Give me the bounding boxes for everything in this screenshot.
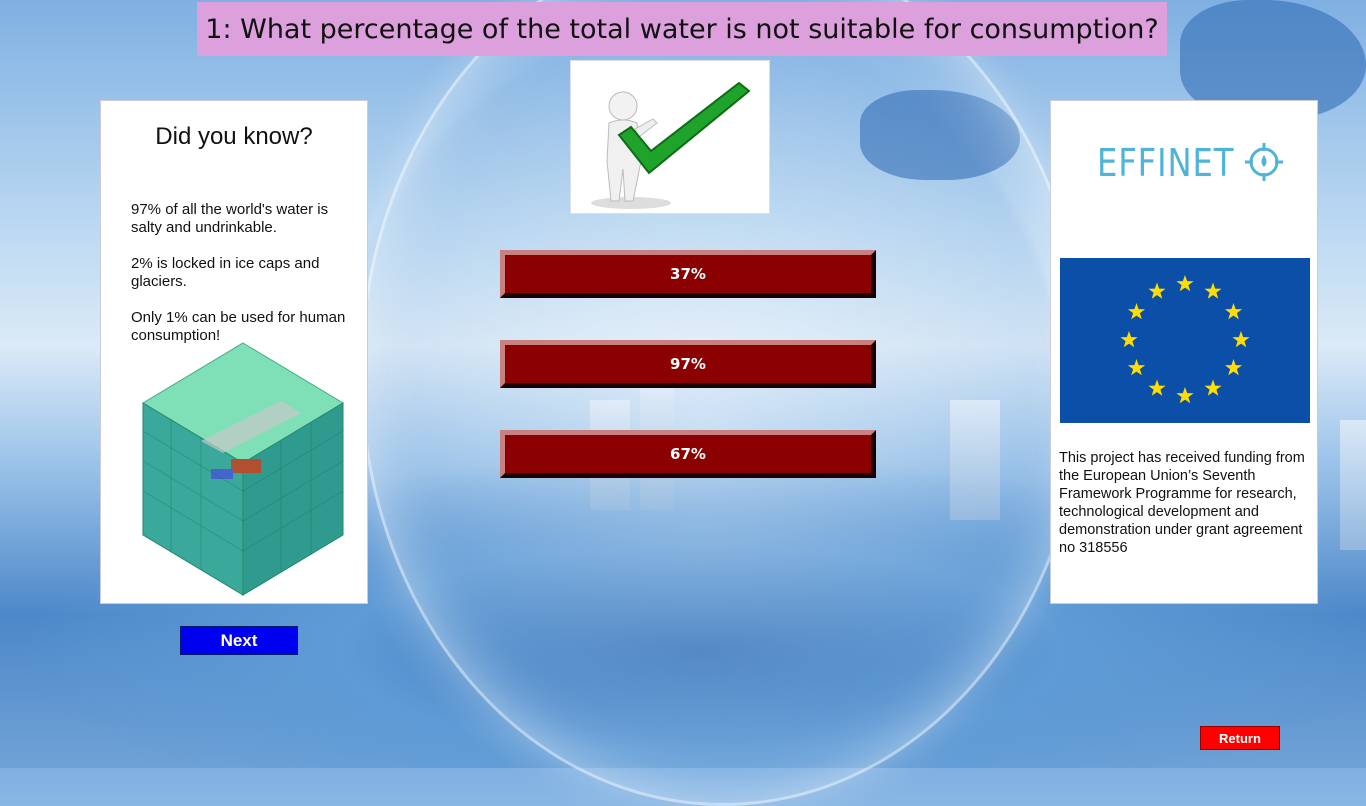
answer-button[interactable]: 67% [500,430,876,478]
eu-flag-icon [1060,258,1310,423]
eu-star-icon [1176,387,1194,404]
background-building [1340,420,1366,550]
did-you-know-panel: Did you know? 97% of all the world's wat… [100,100,368,604]
return-button[interactable]: Return [1200,726,1280,750]
eu-star-icon [1148,379,1166,396]
target-drop-icon [1245,143,1283,181]
eu-star-icon [1204,282,1222,299]
eu-star-icon [1204,379,1222,396]
checkmark-person-icon [570,60,770,214]
answer-button[interactable]: 97% [500,340,876,388]
next-button[interactable]: Next [180,626,298,655]
water-distribution-cube-illustration [142,342,344,596]
fact-item: Only 1% can be used for human consumptio… [131,309,346,344]
sponsor-panel: EFFINET This project has received fundin… [1050,100,1318,604]
fact-item: 2% is locked in ice caps and glaciers. [131,255,320,290]
question-title: 1: What percentage of the total water is… [197,2,1167,56]
eu-star-icon [1148,282,1166,299]
funding-statement: This project has received funding from t… [1059,450,1305,556]
answer-button[interactable]: 37% [500,250,876,298]
did-you-know-heading: Did you know? [155,123,313,150]
eu-star-icon [1127,303,1146,320]
fact-item: 97% of all the world's water is salty an… [131,201,329,236]
eu-star-icon [1127,359,1146,376]
eu-star-icon [1224,303,1243,320]
background-building [950,400,1000,520]
eu-star-icon [1120,331,1138,348]
eu-star-icon [1176,275,1194,292]
eu-star-icon [1232,331,1250,348]
eu-star-icon [1224,359,1243,376]
effinet-logo: EFFINET [1097,141,1235,185]
